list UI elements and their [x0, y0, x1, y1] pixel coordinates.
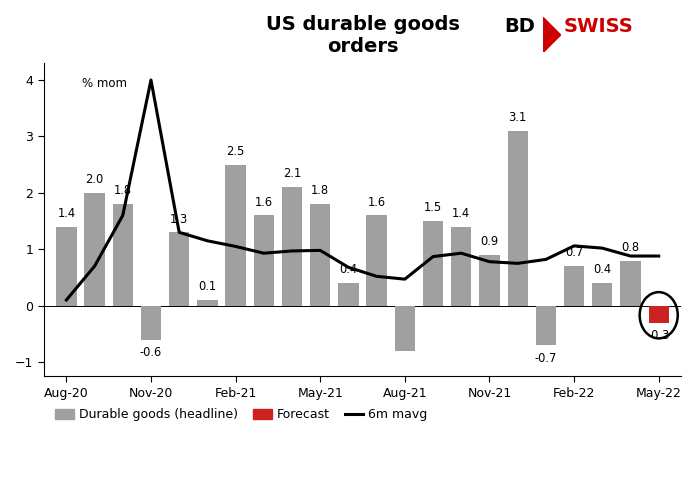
Text: 0.4: 0.4: [340, 263, 358, 276]
Bar: [113, 204, 133, 306]
Bar: [451, 227, 471, 306]
Bar: [620, 260, 641, 306]
Bar: [197, 300, 218, 306]
Text: 2.5: 2.5: [226, 145, 245, 158]
Text: 1.6: 1.6: [255, 196, 273, 209]
Text: -0.3: -0.3: [648, 329, 670, 342]
Bar: [395, 306, 415, 351]
Text: 2.1: 2.1: [283, 168, 301, 181]
Text: 1.4: 1.4: [452, 207, 470, 220]
Text: 3.1: 3.1: [508, 111, 527, 124]
Text: -0.6: -0.6: [140, 346, 162, 359]
Text: 1.5: 1.5: [424, 201, 442, 214]
Bar: [56, 227, 76, 306]
Text: 0.8: 0.8: [622, 241, 640, 254]
Bar: [536, 306, 556, 345]
Bar: [648, 306, 669, 322]
Text: 1.8: 1.8: [113, 184, 132, 198]
Bar: [282, 187, 302, 306]
Text: 1.6: 1.6: [368, 196, 386, 209]
Text: 2.0: 2.0: [85, 173, 104, 186]
Bar: [169, 233, 189, 306]
Bar: [367, 216, 387, 306]
Bar: [141, 306, 161, 339]
Text: 1.8: 1.8: [312, 184, 329, 198]
Title: US durable goods
orders: US durable goods orders: [265, 15, 459, 56]
Bar: [253, 216, 274, 306]
Text: 0.4: 0.4: [593, 263, 611, 276]
Bar: [338, 283, 358, 306]
Text: SWISS: SWISS: [564, 17, 634, 36]
Bar: [225, 165, 246, 306]
Text: 0.7: 0.7: [565, 247, 583, 259]
Polygon shape: [543, 17, 561, 52]
Text: BD: BD: [504, 17, 535, 36]
Bar: [85, 193, 105, 306]
Bar: [508, 131, 528, 306]
Text: -0.7: -0.7: [535, 352, 557, 365]
Text: 1.4: 1.4: [57, 207, 76, 220]
Text: % mom: % mom: [82, 77, 127, 90]
Legend: Durable goods (headline), Forecast, 6m mavg: Durable goods (headline), Forecast, 6m m…: [50, 403, 433, 426]
Text: 1.3: 1.3: [170, 213, 188, 226]
Text: 0.1: 0.1: [198, 280, 216, 293]
Bar: [564, 266, 584, 306]
Bar: [423, 221, 443, 306]
Bar: [310, 204, 330, 306]
Bar: [480, 255, 500, 306]
Text: 0.9: 0.9: [480, 235, 498, 248]
Bar: [592, 283, 612, 306]
